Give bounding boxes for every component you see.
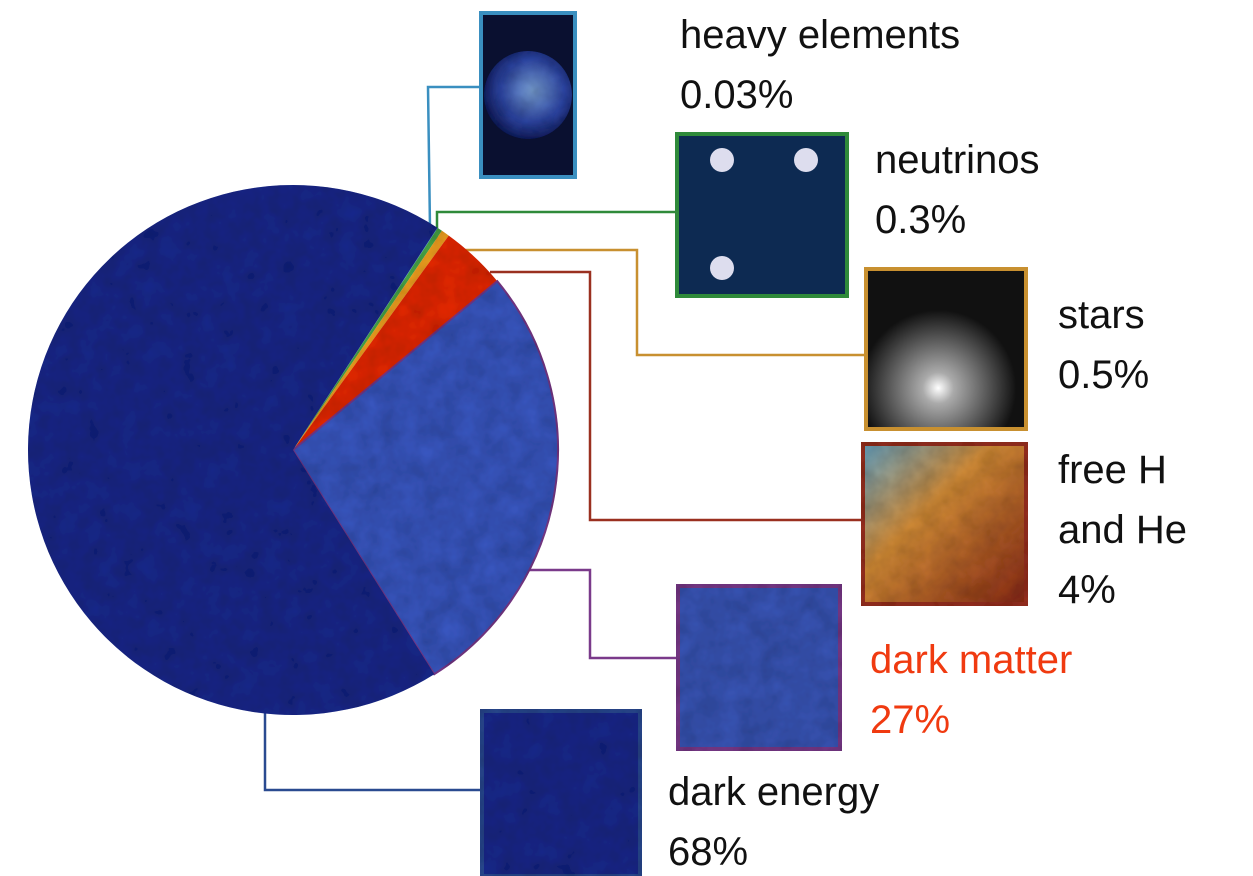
thumbnail: [861, 442, 1028, 606]
connector: [426, 85, 480, 229]
slice-label: heavy elements 0.03%: [680, 5, 960, 125]
slice-label: neutrinos 0.3%: [875, 130, 1040, 250]
slice-value: 27%: [870, 698, 951, 742]
slice-name: heavy elements: [680, 13, 961, 57]
slice-value: 68%: [668, 830, 749, 874]
particle: [794, 148, 818, 172]
thumbnail: [480, 709, 642, 876]
pie-slice: [293, 235, 498, 450]
pie-slice: [293, 230, 449, 450]
slice-value: 4%: [1058, 568, 1116, 612]
galaxy: [868, 271, 1024, 427]
pie: [28, 185, 559, 716]
slice-value: 0.5%: [1058, 353, 1150, 397]
pie-slice: [293, 228, 442, 450]
pie-slice: [291, 279, 559, 676]
connector: [465, 248, 865, 357]
slice-name: free H and He: [1058, 448, 1187, 552]
slice-label: free H and He 4%: [1058, 440, 1228, 620]
connector: [490, 270, 862, 522]
particle: [710, 256, 734, 280]
slice-label: stars 0.5%: [1058, 285, 1149, 405]
slice-name: stars: [1058, 293, 1145, 337]
slice-name: neutrinos: [875, 138, 1040, 182]
earth: [484, 51, 572, 139]
particle: [710, 148, 734, 172]
slice-label: dark matter 27%: [870, 630, 1072, 750]
thumbnail: [676, 584, 842, 751]
slice-name: dark energy: [668, 770, 880, 814]
slice-name: dark matter: [870, 638, 1073, 682]
slice-label: dark energy 68%: [668, 762, 879, 876]
thumbnail: [675, 132, 849, 298]
thumbnails: [479, 11, 1028, 876]
slice-value: 0.3%: [875, 198, 967, 242]
connector: [435, 210, 676, 240]
connector: [263, 710, 481, 792]
pie-slice: [293, 227, 438, 450]
pie-slice: [28, 185, 438, 716]
slice-value: 0.03%: [680, 73, 794, 117]
connector: [515, 568, 677, 660]
